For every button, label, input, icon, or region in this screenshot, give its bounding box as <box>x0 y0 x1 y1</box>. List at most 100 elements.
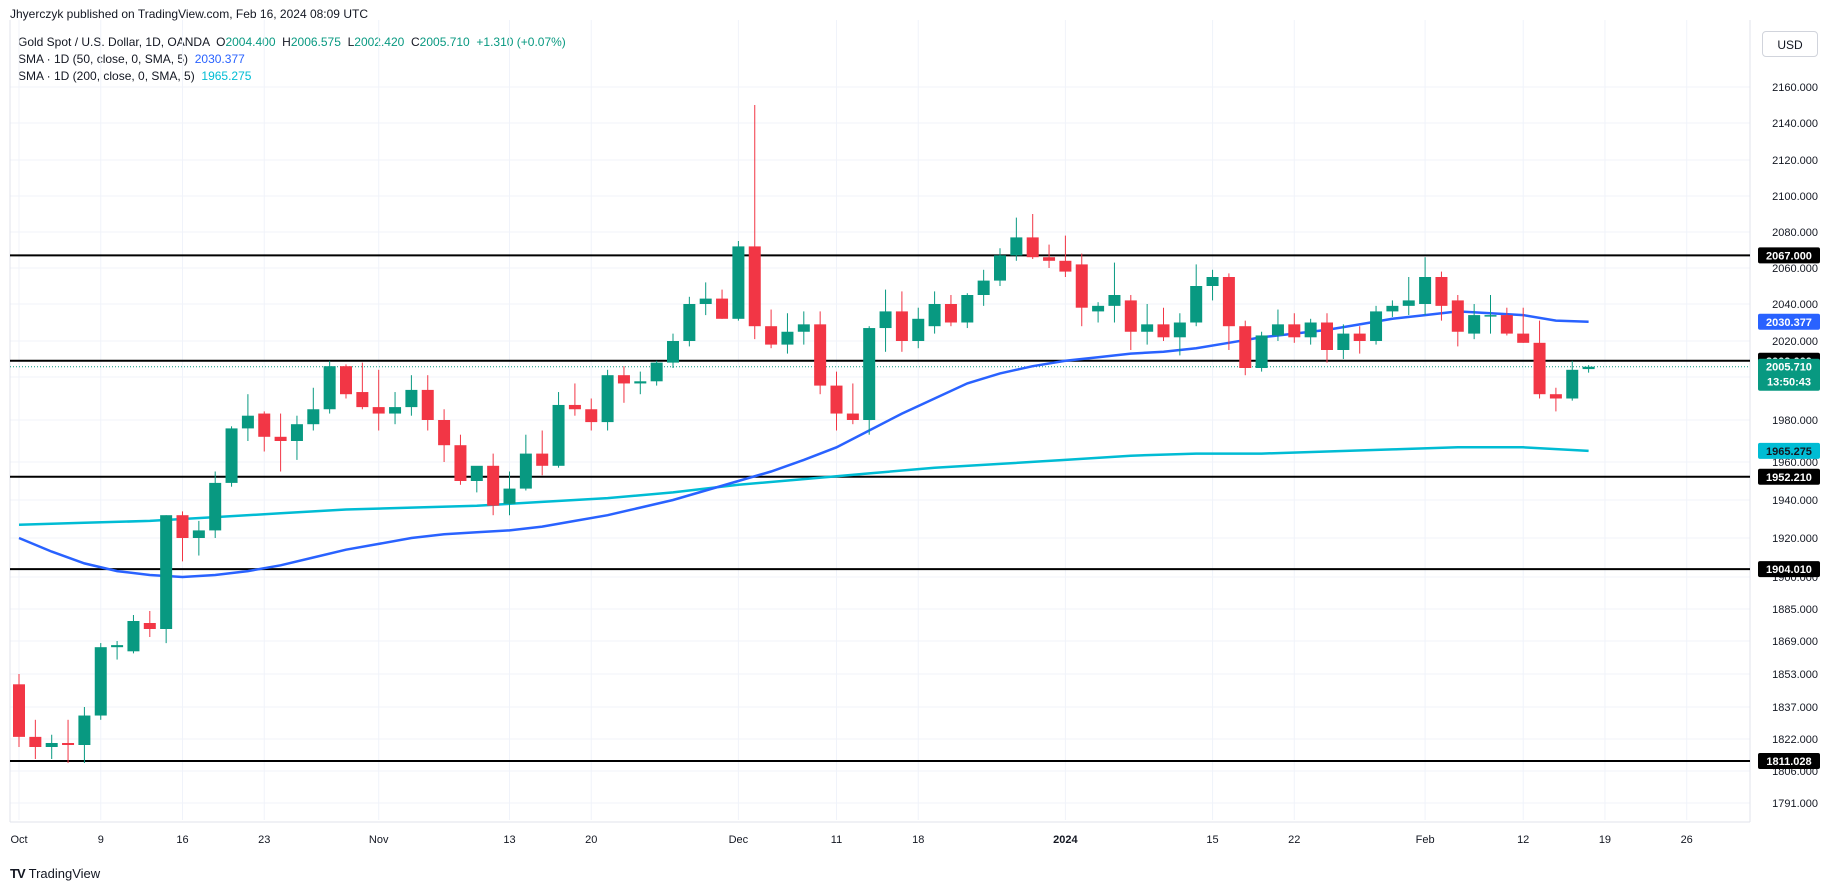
candle-body <box>176 515 189 538</box>
low-label: L <box>347 35 355 49</box>
candle-body <box>1010 237 1023 256</box>
candle-body <box>797 324 810 332</box>
time-tick-label: 18 <box>912 834 924 846</box>
candle-body <box>1370 311 1383 341</box>
candle-body <box>1222 277 1235 327</box>
candle <box>241 394 254 441</box>
candle-body <box>274 436 287 441</box>
candle-body <box>765 326 778 345</box>
candle <box>143 611 156 637</box>
time-tick-label: 13 <box>503 834 515 846</box>
sma200-badge-bg <box>1758 442 1820 459</box>
time-tick-label: 20 <box>585 834 597 846</box>
candle <box>650 360 663 386</box>
published-by: Jhyerczyk published on TradingView.com, … <box>10 7 368 21</box>
price-tick-label: 1869.000 <box>1772 636 1818 648</box>
candle-body <box>1108 295 1121 306</box>
candle-body <box>290 424 303 441</box>
time-tick-label: Feb <box>1416 834 1435 846</box>
candle-body <box>667 341 679 363</box>
candle-body <box>1288 324 1301 338</box>
candle <box>1141 304 1154 345</box>
candle <box>830 371 843 431</box>
candle <box>1043 244 1056 268</box>
candle <box>765 309 778 349</box>
time-tick-label: 15 <box>1206 834 1218 846</box>
candle <box>1337 324 1350 359</box>
candle <box>1500 307 1513 336</box>
change-value: +1.310 (+0.07%) <box>476 35 566 49</box>
candle-body <box>1582 366 1595 370</box>
candle <box>94 643 107 720</box>
candle-body <box>421 389 434 420</box>
time-tick-label: 9 <box>98 834 104 846</box>
candle <box>781 313 794 354</box>
candle <box>1108 262 1121 323</box>
candle-body <box>1271 324 1284 336</box>
candle-body <box>1043 257 1056 261</box>
candle <box>1435 271 1448 321</box>
price-tick-label: 1806.000 <box>1772 766 1818 778</box>
candle <box>290 415 303 460</box>
candle-body <box>1402 300 1415 306</box>
candle <box>1288 313 1301 343</box>
sma200-legend-row[interactable]: SMA · 1D (200, close, 0, SMA, 5) 1965.27… <box>18 68 566 85</box>
last-price-badge-text: 2005.710 <box>1766 362 1812 374</box>
candle-body <box>683 304 696 341</box>
sma50-legend-row[interactable]: SMA · 1D (50, close, 0, SMA, 5) 2030.377 <box>18 51 566 68</box>
candle <box>1549 387 1562 412</box>
candle-body <box>814 324 827 386</box>
candle <box>1451 295 1464 347</box>
candle <box>1271 309 1284 341</box>
countdown-badge-text: 13:50:43 <box>1767 377 1811 389</box>
candle <box>1255 331 1268 372</box>
candles <box>13 105 1595 763</box>
candle <box>372 369 385 431</box>
candle <box>78 707 91 763</box>
price-tick-label: 2060.000 <box>1772 263 1818 275</box>
candle-body <box>1059 260 1072 272</box>
currency-button[interactable]: USD <box>1762 31 1818 57</box>
candle-body <box>29 736 42 747</box>
candle <box>1484 295 1497 334</box>
candle-body <box>519 453 532 489</box>
candle-body <box>454 445 467 481</box>
candle <box>568 383 581 416</box>
candle <box>225 426 238 487</box>
time-tick-label: Dec <box>729 834 749 846</box>
level-1904-badge-text: 1904.010 <box>1766 564 1812 576</box>
candle-body <box>372 407 385 414</box>
candle <box>683 296 696 347</box>
candle <box>1173 313 1186 356</box>
candle <box>454 434 467 485</box>
candle <box>127 615 140 654</box>
candle <box>340 364 352 399</box>
candle-body <box>1566 369 1579 399</box>
symbol-legend-row[interactable]: Gold Spot / U.S. Dollar, 1D, OANDA O2004… <box>18 34 566 51</box>
price-tick-label: 1920.000 <box>1772 533 1818 545</box>
price-tick-label: 1791.000 <box>1772 798 1818 810</box>
candle-body <box>1533 342 1546 395</box>
close-label: C <box>411 35 420 49</box>
moving-averages <box>18 310 1589 579</box>
price-tick-label: 1940.000 <box>1772 495 1818 507</box>
time-tick-label: 2024 <box>1053 834 1078 846</box>
tradingview-brand[interactable]: TV TradingView <box>10 866 100 881</box>
candle <box>487 453 500 516</box>
candle <box>1517 307 1530 343</box>
candle <box>667 333 679 368</box>
candle-body <box>617 375 630 384</box>
candle <box>160 515 173 644</box>
candle <box>912 307 925 349</box>
candle <box>1353 326 1366 354</box>
candle-body <box>192 530 205 538</box>
candle <box>111 641 124 660</box>
candle-body <box>389 407 402 414</box>
candle-body <box>1337 333 1350 350</box>
candle-body <box>307 409 320 425</box>
last-price-badge-bg <box>1758 358 1820 391</box>
price-tick-label: 2160.000 <box>1772 82 1818 94</box>
candle-body <box>994 255 1006 281</box>
candle-body <box>1304 322 1317 338</box>
